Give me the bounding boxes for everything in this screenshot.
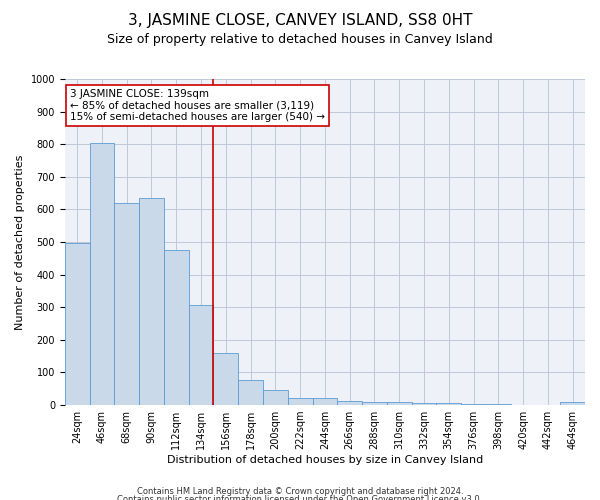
- Text: Contains public sector information licensed under the Open Government Licence v3: Contains public sector information licen…: [118, 495, 482, 500]
- Bar: [188, 305, 214, 405]
- Text: Contains HM Land Registry data © Crown copyright and database right 2024.: Contains HM Land Registry data © Crown c…: [137, 488, 463, 496]
- Bar: [115, 203, 139, 405]
- Text: 3, JASMINE CLOSE, CANVEY ISLAND, SS8 0HT: 3, JASMINE CLOSE, CANVEY ISLAND, SS8 0HT: [128, 12, 472, 28]
- Bar: [288, 398, 313, 405]
- Bar: [560, 402, 585, 405]
- Bar: [164, 250, 188, 405]
- Bar: [313, 398, 337, 405]
- Bar: [89, 142, 115, 405]
- Bar: [214, 353, 238, 405]
- Bar: [387, 402, 412, 405]
- Y-axis label: Number of detached properties: Number of detached properties: [15, 154, 25, 330]
- Bar: [263, 390, 288, 405]
- Bar: [486, 404, 511, 405]
- Text: Size of property relative to detached houses in Canvey Island: Size of property relative to detached ho…: [107, 32, 493, 46]
- Bar: [337, 400, 362, 405]
- Bar: [65, 243, 89, 405]
- Text: 3 JASMINE CLOSE: 139sqm
← 85% of detached houses are smaller (3,119)
15% of semi: 3 JASMINE CLOSE: 139sqm ← 85% of detache…: [70, 89, 325, 122]
- Bar: [139, 198, 164, 405]
- Bar: [436, 404, 461, 405]
- Bar: [461, 404, 486, 405]
- Bar: [238, 380, 263, 405]
- Bar: [362, 402, 387, 405]
- Bar: [412, 404, 436, 405]
- X-axis label: Distribution of detached houses by size in Canvey Island: Distribution of detached houses by size …: [167, 455, 483, 465]
